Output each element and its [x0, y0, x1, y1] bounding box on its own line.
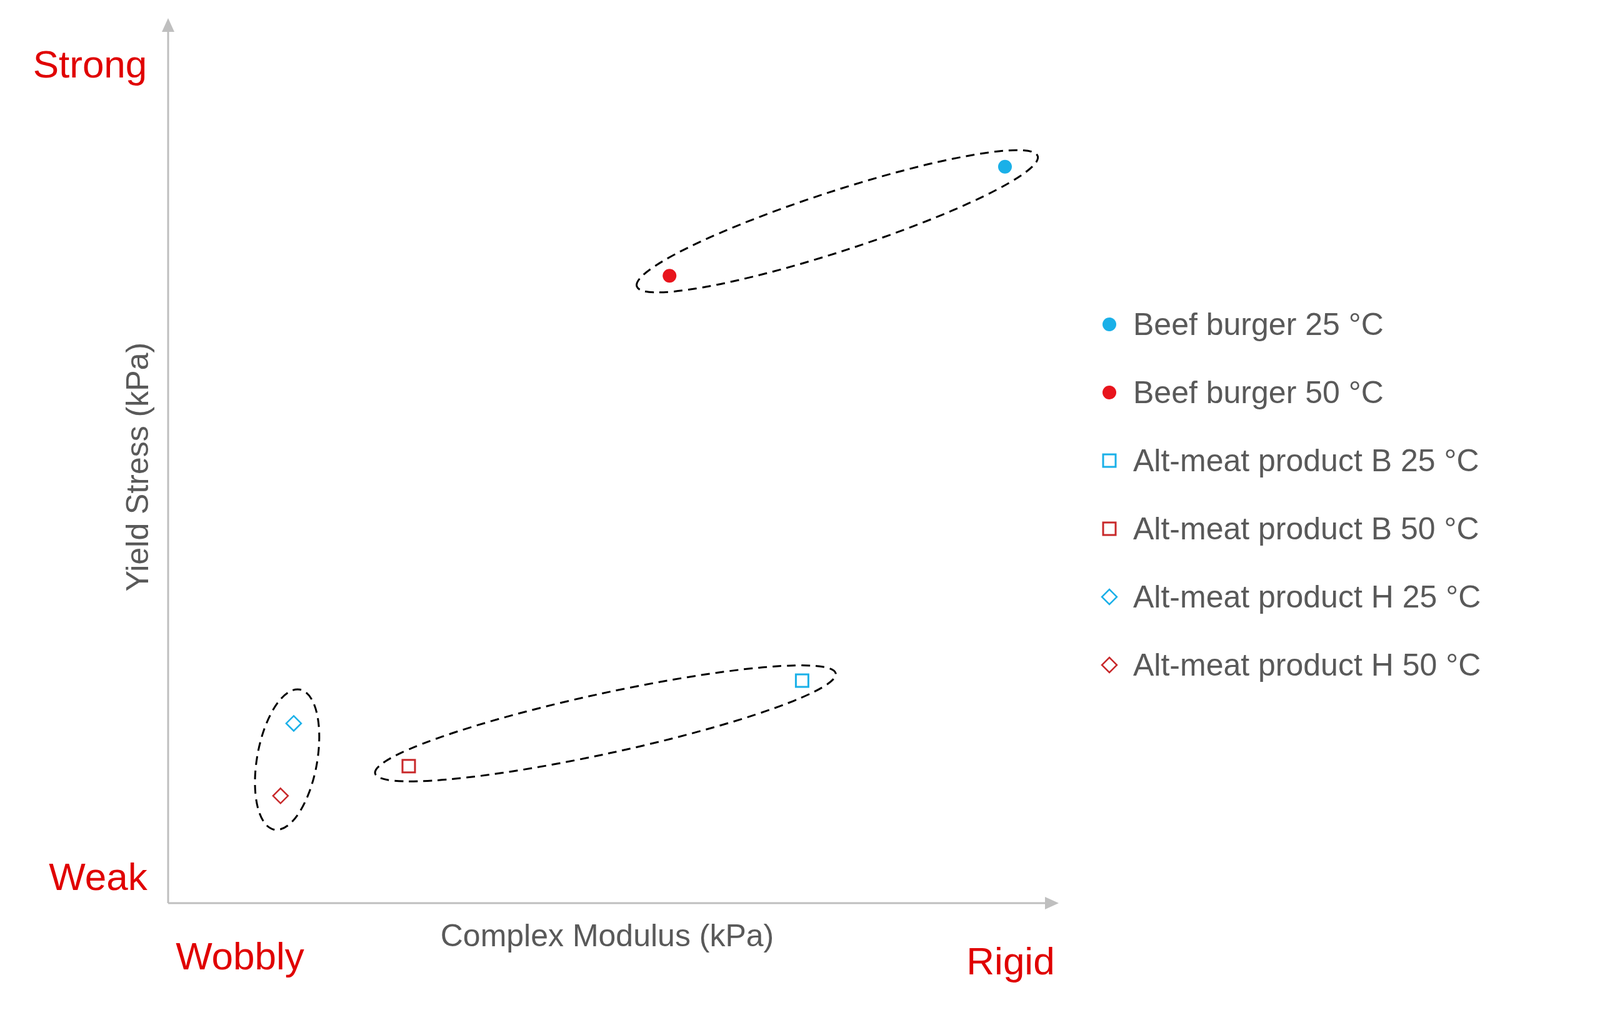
svg-text:Complex Modulus (kPa): Complex Modulus (kPa): [440, 918, 775, 954]
svg-text:Wobbly: Wobbly: [175, 934, 305, 978]
svg-text:Alt-meat product B 25 °C: Alt-meat product B 25 °C: [1133, 443, 1480, 479]
svg-text:Alt-meat product H 50 °C: Alt-meat product H 50 °C: [1133, 647, 1481, 683]
svg-text:Rigid: Rigid: [966, 939, 1055, 983]
svg-text:Beef burger 50 °C: Beef burger 50 °C: [1133, 375, 1384, 410]
svg-text:Weak: Weak: [48, 855, 148, 899]
svg-text:Alt-meat product H 25 °C: Alt-meat product H 25 °C: [1133, 579, 1481, 615]
svg-text:Strong: Strong: [33, 42, 148, 86]
svg-text:Beef burger 25 °C: Beef burger 25 °C: [1133, 306, 1384, 342]
svg-text:Alt-meat product B 50 °C: Alt-meat product B 50 °C: [1133, 511, 1480, 547]
svg-text:Yield Stress (kPa): Yield Stress (kPa): [120, 342, 155, 592]
